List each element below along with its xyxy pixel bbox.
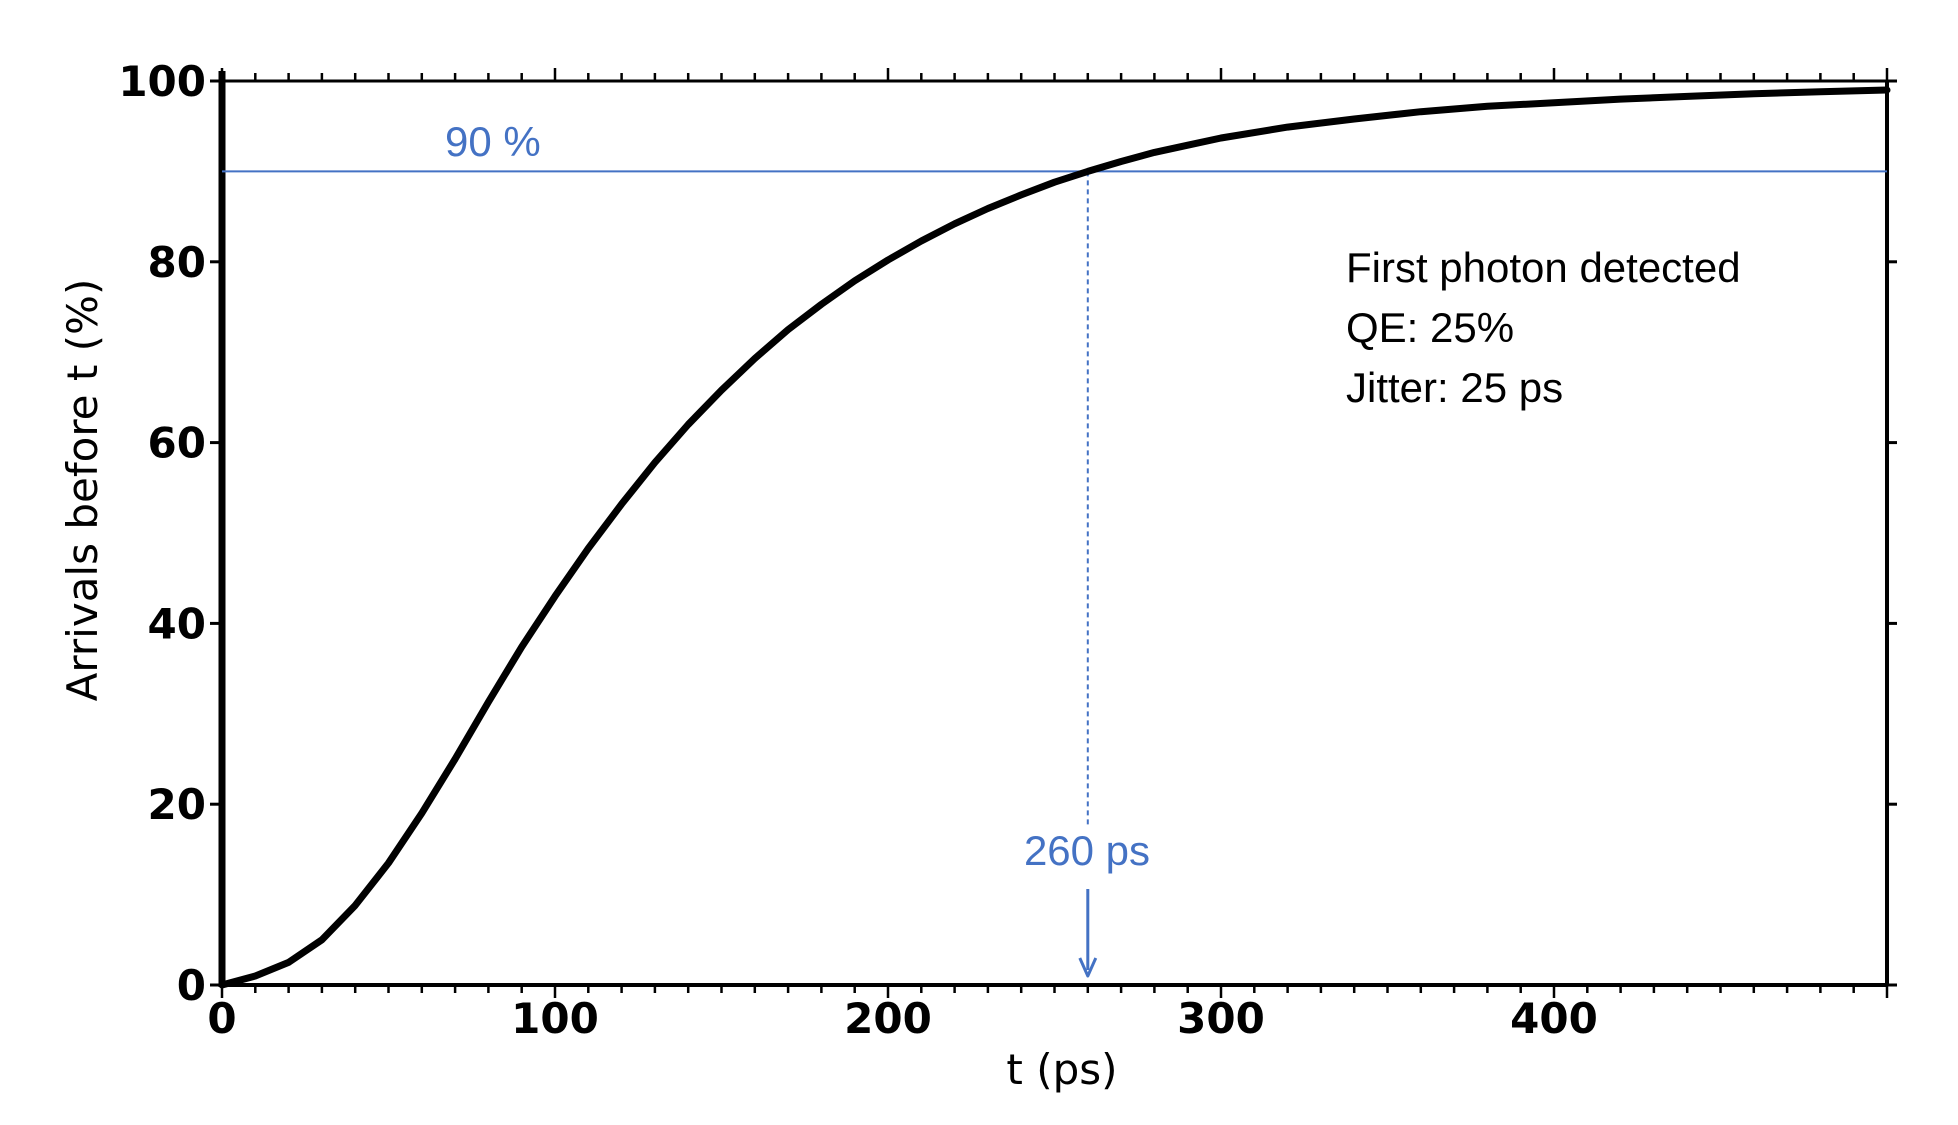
info-annotation: First photon detected QE: 25% Jitter: 25… bbox=[1346, 244, 1741, 411]
series-line bbox=[218, 86, 1891, 989]
x-axis-title: t (ps) bbox=[1006, 1045, 1117, 1094]
marker-arrow-head bbox=[1078, 957, 1098, 978]
x-tick-label: 100 bbox=[511, 994, 599, 1043]
x-tick-label: 0 bbox=[207, 994, 236, 1043]
x-tick-label: 200 bbox=[844, 994, 932, 1043]
y-tick-label: 100 bbox=[118, 57, 206, 106]
y-tick-label: 80 bbox=[148, 238, 206, 287]
annotation-line-1: First photon detected bbox=[1346, 244, 1741, 291]
annotation-line-3: Jitter: 25 ps bbox=[1346, 364, 1563, 411]
x-tick-label: 300 bbox=[1177, 994, 1265, 1043]
marker-label: 260 ps bbox=[1024, 827, 1150, 874]
x-tick-label: 400 bbox=[1510, 994, 1598, 1043]
y-tick-label: 20 bbox=[148, 780, 206, 829]
marks-layer: 0 100 200 300 400 0 20 40 60 80 100 bbox=[118, 57, 1897, 1043]
annotation-line-2: QE: 25% bbox=[1346, 304, 1514, 351]
y-tick-label: 40 bbox=[148, 599, 206, 648]
y-axis-title: Arrivals before t (%) bbox=[58, 279, 107, 702]
threshold-label: 90 % bbox=[445, 118, 541, 165]
y-tick-label: 60 bbox=[148, 419, 206, 468]
y-tick-label: 0 bbox=[177, 961, 206, 1010]
